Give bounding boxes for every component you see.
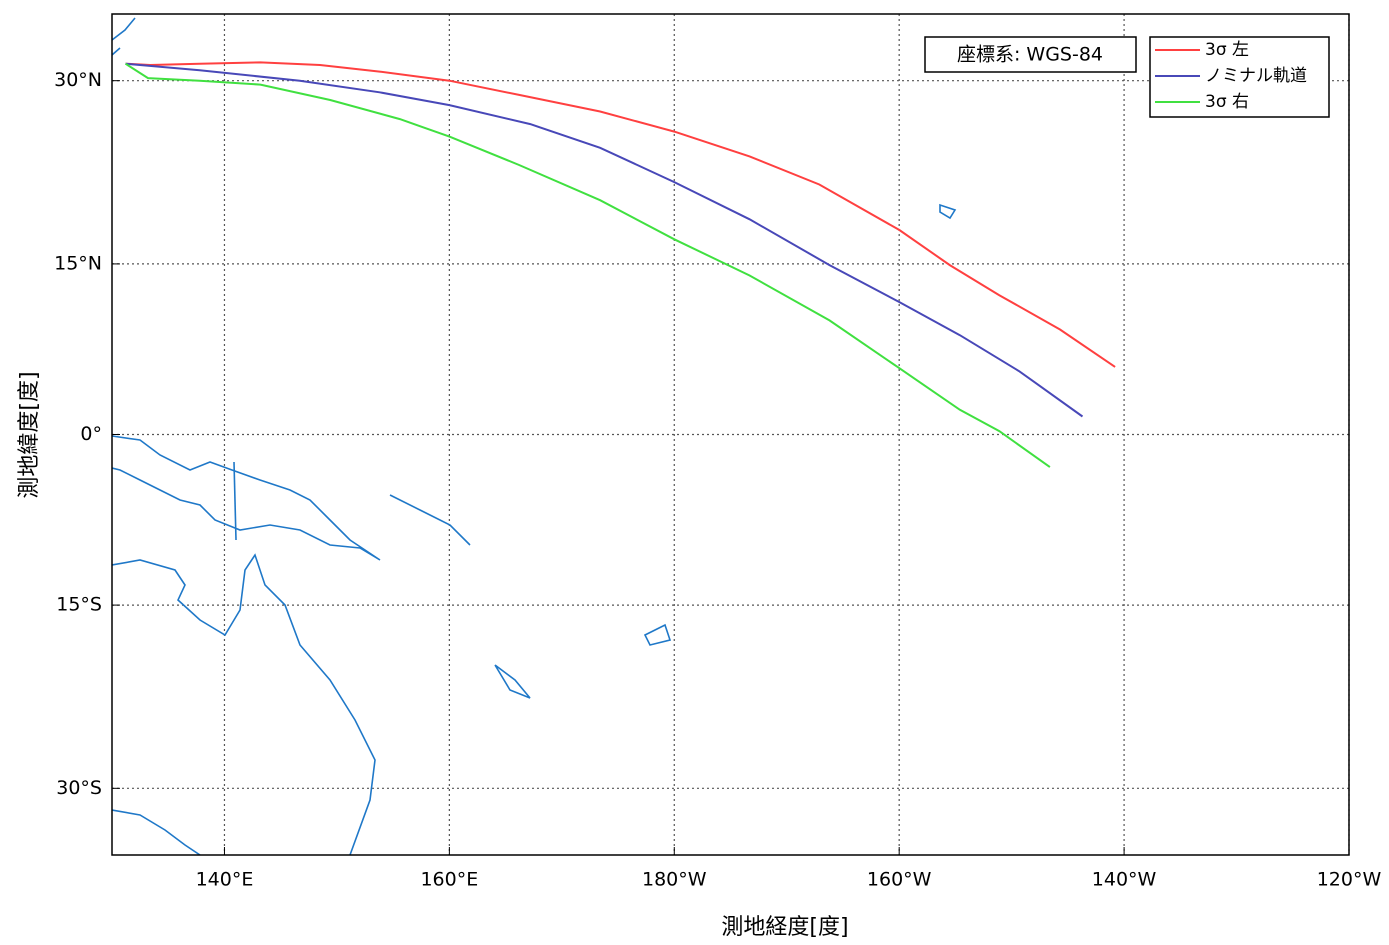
x-tick-label: 140°E bbox=[196, 869, 254, 891]
series-line bbox=[125, 61, 1116, 368]
x-tick-label: 160°E bbox=[420, 869, 478, 891]
legend-label: 3σ 左 bbox=[1205, 40, 1249, 60]
series-line bbox=[124, 62, 1051, 468]
series bbox=[124, 61, 1116, 468]
legend-label: 3σ 右 bbox=[1205, 92, 1249, 112]
coastline bbox=[233, 461, 237, 541]
coastline bbox=[112, 17, 136, 56]
x-tick-label: 140°W bbox=[1092, 869, 1157, 891]
y-tick-label: 0° bbox=[80, 423, 102, 445]
y-tick-label: 30°S bbox=[56, 777, 102, 799]
y-axis-label: 測地緯度[度] bbox=[17, 371, 42, 498]
annotation: 座標系: WGS-84 bbox=[957, 44, 1103, 66]
coastline bbox=[112, 435, 381, 561]
legend-label: ノミナル軌道 bbox=[1205, 66, 1307, 86]
coastline bbox=[112, 809, 201, 855]
annotation-box bbox=[924, 36, 1137, 73]
coastline bbox=[112, 553, 376, 855]
y-tick-label: 15°S bbox=[56, 594, 102, 616]
series-line bbox=[125, 62, 1084, 418]
x-tick-label: 160°W bbox=[867, 869, 932, 891]
x-tick-label: 180°W bbox=[642, 869, 707, 891]
y-tick-label: 30°N bbox=[54, 69, 102, 91]
x-tick-label: 120°W bbox=[1317, 869, 1382, 891]
coastlines bbox=[112, 17, 957, 855]
coastline bbox=[389, 203, 957, 699]
x-axis-label: 測地経度[度] bbox=[721, 915, 848, 940]
y-tick-label: 15°N bbox=[54, 252, 102, 274]
